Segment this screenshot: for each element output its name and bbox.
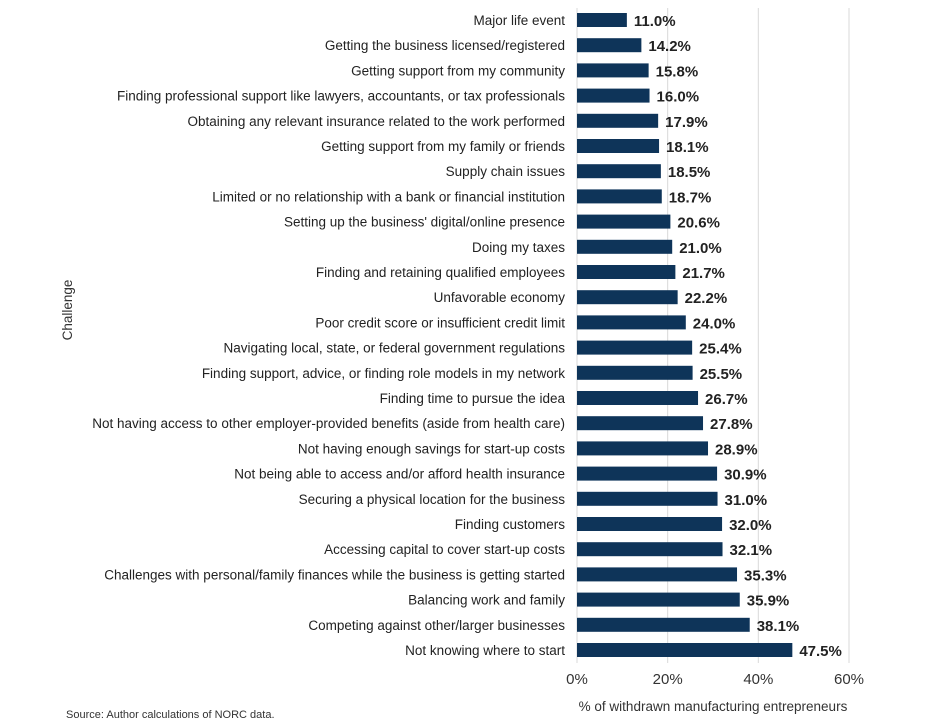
value-label: 31.0% [725, 492, 768, 509]
bar [577, 189, 662, 204]
category-label: Challenges with personal/family finances… [104, 567, 565, 582]
category-label: Balancing work and family [408, 593, 565, 608]
category-label: Competing against other/larger businesse… [308, 618, 565, 633]
bar [577, 38, 642, 53]
value-label: 25.5% [700, 366, 743, 383]
value-label: 35.9% [747, 593, 790, 610]
value-label: 32.0% [729, 517, 772, 534]
category-label: Not having access to other employer-prov… [92, 416, 565, 431]
value-label: 22.2% [685, 290, 728, 307]
category-label: Finding professional support like lawyer… [117, 89, 565, 104]
value-label: 24.0% [693, 315, 736, 332]
value-label: 30.9% [724, 467, 767, 484]
category-label: Not having enough savings for start-up c… [298, 441, 565, 456]
x-tick-label: 40% [743, 671, 773, 688]
category-label: Not knowing where to start [405, 643, 565, 658]
bar [577, 365, 693, 380]
value-label: 47.5% [799, 643, 842, 660]
value-label: 35.3% [744, 567, 787, 584]
bar [577, 63, 649, 78]
value-label: 38.1% [757, 618, 800, 635]
value-label: 32.1% [730, 542, 773, 559]
bar [577, 592, 740, 607]
value-labels: 11.0% 14.2% 15.8% 16.0% 17.9% 18.1% 18.5% 18.7%… [634, 13, 842, 660]
y-axis-title: Challenge [60, 280, 75, 341]
category-label: Doing my taxes [472, 240, 565, 255]
category-label: Finding customers [455, 517, 566, 532]
category-label: Finding and retaining qualified employee… [316, 265, 565, 280]
bar [577, 643, 793, 657]
value-label: 18.1% [666, 139, 709, 156]
gridlines [576, 8, 850, 663]
category-label: Finding time to pursue the idea [380, 391, 566, 406]
bar [577, 139, 660, 153]
category-label: Obtaining any relevant insurance related… [188, 114, 565, 129]
category-label: Not being able to access and/or afford h… [234, 467, 565, 482]
category-label: Accessing capital to cover start-up cost… [324, 542, 565, 557]
bar [577, 517, 723, 531]
value-label: 17.9% [665, 114, 708, 131]
category-label: Securing a physical location for the bus… [299, 492, 566, 507]
x-tick-label: 0% [566, 671, 588, 688]
value-label: 25.4% [699, 341, 742, 358]
bar [577, 265, 676, 279]
category-label: Getting the business licensed/registered [325, 38, 565, 53]
bar [577, 416, 704, 431]
bar [577, 567, 738, 582]
bar [577, 441, 709, 456]
value-label: 28.9% [715, 441, 758, 458]
category-label: Getting support from my community [351, 63, 565, 78]
value-label: 14.2% [648, 38, 691, 55]
bar [577, 88, 650, 103]
category-label: Supply chain issues [446, 164, 566, 179]
bar [577, 214, 671, 229]
value-label: 27.8% [710, 416, 753, 433]
x-axis-title: % of withdrawn manufacturing entrepreneu… [579, 699, 848, 714]
category-label: Setting up the business' digital/online … [284, 215, 565, 230]
bar [577, 491, 718, 506]
bar [577, 466, 718, 481]
x-tick-label: 60% [834, 671, 864, 688]
category-label: Finding support, advice, or finding role… [202, 366, 565, 381]
category-label: Poor credit score or insufficient credit… [315, 315, 565, 330]
value-label: 11.0% [634, 13, 676, 30]
category-label: Unfavorable economy [434, 290, 566, 305]
bar [577, 617, 750, 632]
value-label: 20.6% [677, 215, 720, 232]
x-tick-label: 20% [653, 671, 683, 688]
bar [577, 542, 723, 557]
category-label: Major life event [473, 13, 565, 28]
bar [577, 113, 659, 128]
bar [577, 290, 678, 305]
value-label: 16.0% [657, 89, 700, 106]
value-label: 15.8% [656, 63, 699, 80]
value-label: 26.7% [705, 391, 748, 408]
x-axis-ticks: 0% 20% 40% 60% [566, 671, 864, 688]
bar [577, 315, 686, 330]
source-note: Source: Author calculations of NORC data… [66, 709, 275, 721]
value-label: 21.0% [679, 240, 722, 257]
bar [577, 239, 673, 254]
category-labels: Major life event Getting the business lic… [92, 13, 565, 658]
category-label: Limited or no relationship with a bank o… [212, 189, 565, 204]
bar [577, 13, 627, 27]
category-label: Getting support from my family or friend… [321, 139, 565, 154]
value-label: 18.5% [668, 164, 711, 181]
category-label: Navigating local, state, or federal gove… [224, 341, 566, 356]
value-label: 18.7% [669, 189, 712, 206]
bar [577, 391, 699, 405]
value-label: 21.7% [682, 265, 725, 282]
bars [577, 13, 793, 657]
bar [577, 340, 693, 355]
bar [577, 164, 661, 179]
